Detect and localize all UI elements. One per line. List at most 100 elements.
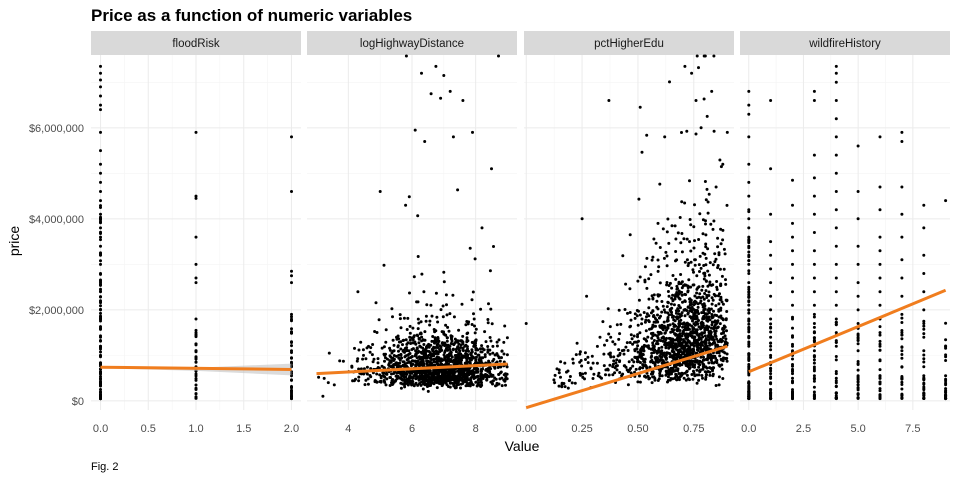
data-point <box>502 352 506 356</box>
data-point <box>647 314 651 318</box>
data-point <box>99 345 102 349</box>
data-point <box>382 371 386 375</box>
data-point <box>719 227 723 231</box>
data-point <box>615 323 619 327</box>
data-point <box>922 203 926 207</box>
facet-strip <box>91 31 301 55</box>
data-point <box>791 390 794 394</box>
data-point <box>812 390 816 394</box>
data-point <box>648 365 652 369</box>
data-point <box>497 372 501 376</box>
data-point <box>376 357 380 361</box>
data-point <box>567 379 571 383</box>
data-point <box>747 330 751 334</box>
data-point <box>681 284 685 288</box>
data-point <box>812 355 816 359</box>
data-point <box>664 250 668 254</box>
data-point <box>665 264 669 268</box>
data-point <box>673 364 676 368</box>
data-point <box>591 361 595 365</box>
data-point <box>99 272 102 276</box>
data-point <box>673 224 677 228</box>
data-point <box>505 365 509 369</box>
data-point <box>393 379 397 383</box>
data-point <box>619 322 623 326</box>
data-point <box>715 343 719 347</box>
data-point <box>747 381 751 385</box>
data-point-outlier <box>580 217 584 221</box>
data-point <box>611 340 615 344</box>
data-point <box>710 320 714 324</box>
data-point <box>608 351 612 355</box>
data-point <box>384 328 388 332</box>
data-point <box>194 281 198 285</box>
data-point <box>791 221 794 225</box>
data-point <box>709 333 713 337</box>
data-point <box>691 319 694 323</box>
data-point <box>812 393 816 397</box>
data-point <box>451 348 455 352</box>
data-point <box>99 64 102 68</box>
data-point-outlier <box>442 74 446 77</box>
data-point <box>922 391 926 395</box>
data-point <box>633 349 637 353</box>
data-point <box>480 381 483 385</box>
data-point <box>357 375 361 379</box>
data-point <box>464 352 468 355</box>
facet-strip <box>524 31 734 55</box>
data-point <box>364 357 368 361</box>
data-point <box>681 338 685 342</box>
facet-strip-label: floodRisk <box>172 38 220 50</box>
data-point <box>406 383 410 387</box>
data-point <box>99 304 102 308</box>
data-point <box>713 252 717 256</box>
data-point <box>373 330 377 333</box>
data-point <box>638 380 642 384</box>
data-point <box>697 365 701 369</box>
data-point-outlier <box>656 221 660 225</box>
data-point <box>711 366 715 370</box>
data-point <box>440 330 444 334</box>
data-point <box>696 305 700 309</box>
data-point <box>834 71 838 75</box>
data-point <box>411 341 415 345</box>
data-point <box>379 376 383 380</box>
data-point <box>812 325 816 329</box>
data-point <box>666 290 670 293</box>
data-point <box>716 294 720 298</box>
data-point <box>878 135 882 139</box>
data-point <box>394 374 398 378</box>
data-point <box>715 280 719 283</box>
data-point <box>944 379 948 383</box>
data-point <box>405 346 409 350</box>
data-point <box>791 290 794 294</box>
data-point <box>433 379 437 383</box>
data-point <box>421 359 425 363</box>
data-point <box>682 322 686 326</box>
data-point <box>471 341 475 345</box>
data-point <box>636 344 640 348</box>
data-point <box>478 360 482 363</box>
data-point <box>878 359 882 363</box>
data-point <box>475 347 479 351</box>
data-point <box>675 357 679 360</box>
data-point <box>769 335 773 339</box>
data-point <box>436 320 440 324</box>
x-tick-label: 1.0 <box>188 423 203 435</box>
data-point <box>670 286 674 290</box>
data-point <box>747 194 751 198</box>
data-point <box>290 385 293 388</box>
data-point-outlier <box>439 96 443 100</box>
data-point <box>656 379 660 382</box>
data-point <box>649 372 653 376</box>
data-point <box>489 339 493 343</box>
data-point <box>615 358 619 362</box>
data-point <box>900 321 904 324</box>
data-point <box>425 385 429 388</box>
data-point <box>695 314 698 318</box>
data-point <box>723 252 727 256</box>
data-point <box>791 342 794 346</box>
data-point <box>769 397 773 401</box>
data-point <box>703 308 706 312</box>
